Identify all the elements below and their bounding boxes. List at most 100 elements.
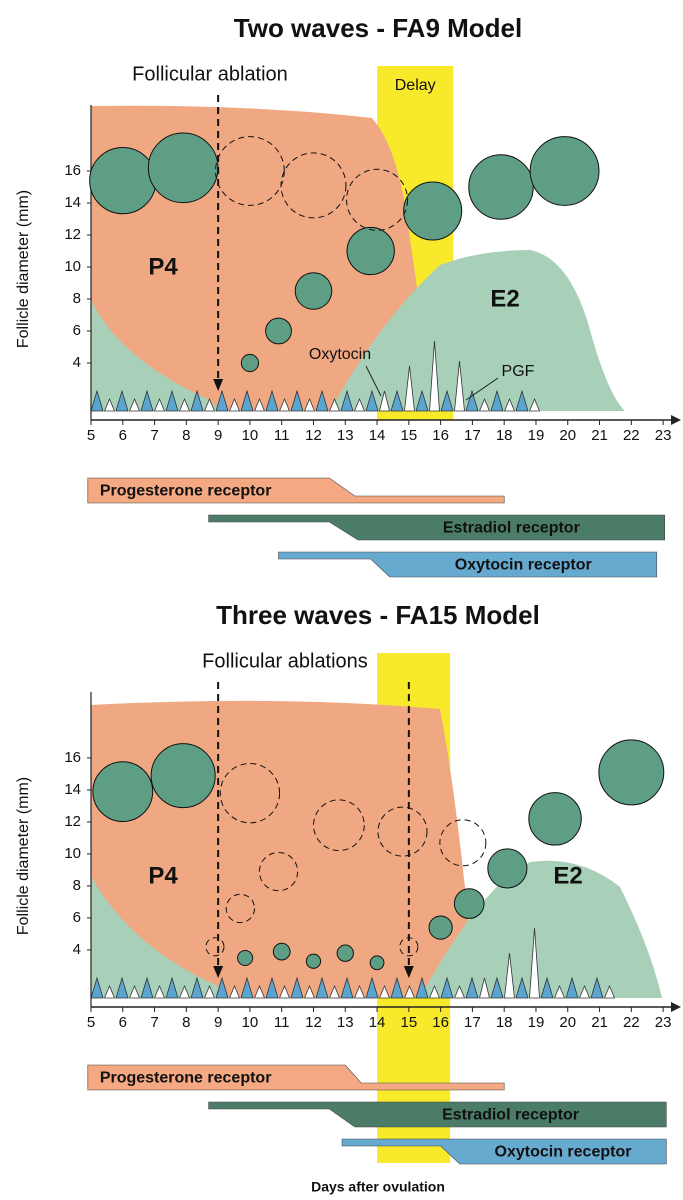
x-tick-label: 21 [591,427,608,444]
pgf-pulse [365,976,379,999]
pgf-pulse [515,976,529,999]
x-tick-label: 6 [119,427,127,444]
follicle [468,154,534,220]
pgf-pulse [365,389,379,412]
y-tick-label: 4 [73,354,81,371]
pgf-pulse [290,389,304,412]
follicle [403,181,463,241]
e2-area [420,860,662,998]
pgf-pulse [140,976,154,999]
x-tick-label: 23 [655,427,672,444]
oxytocin-pulse [178,397,191,412]
axis-arrow [671,1002,681,1012]
y-tick-label: 14 [64,194,81,211]
panel: Two waves - FA9 Model 5 6 7 8 9 10 11 12 13 14 15 16… [15,13,681,578]
receptor-label: Progesterone receptor [100,1070,272,1087]
follicle [265,317,292,345]
pgf-pulse [340,976,354,999]
oxytocin-pulse [353,984,366,999]
follicle [89,146,157,215]
oxytocin-pulse [103,984,116,999]
e2-area [91,876,225,998]
y-tick-label: 12 [64,226,81,243]
oxytocin-pulse [504,952,515,999]
follicle [346,226,395,276]
follicle [272,942,291,961]
receptor-bar [278,551,658,578]
oxytocin-pulse [429,340,440,412]
y-tick-label: 8 [73,877,81,894]
follicle [439,819,487,867]
x-tick-label: 5 [87,427,95,444]
annotation: Follicular ablations [202,650,368,672]
receptor-label: Estradiol receptor [442,1107,579,1124]
oxytocin-pulse [228,397,241,412]
oxytocin-pulse [203,397,216,412]
x-tick-label: 14 [369,1014,386,1031]
arrow-head [213,966,224,978]
oxytocin-pulse [253,984,266,999]
x-tick-label: 14 [369,427,386,444]
oxytocin-pulse [528,397,541,412]
pgf-pulse [590,976,604,999]
pgf-pulse [215,389,229,412]
oxytocin-pulse [153,397,166,412]
oxytocin-pulse [328,984,341,999]
x-tick-label: 22 [623,1014,640,1031]
oxytocin-pulse [128,397,141,412]
x-tick-label: 9 [214,1014,222,1031]
follicle [294,272,333,310]
receptor-label: Progesterone receptor [100,483,272,500]
x-tick-label: 12 [305,427,322,444]
pgf-pulse [415,389,429,412]
oxytocin-pulse [378,984,391,999]
receptor-bar [208,1101,667,1128]
receptor-bar [87,1064,505,1091]
follicle [428,915,453,940]
pgf-pulse [240,389,254,412]
pgf-pulse [465,976,479,999]
pgf-pulse [140,389,154,412]
pgf-pulse [215,976,229,999]
x-tick-label: 11 [274,427,290,444]
x-tick-label: 10 [242,1014,259,1031]
x-tick-label: 16 [432,1014,449,1031]
oxytocin-pulse [428,984,441,999]
oxytocin-pulse [403,984,416,999]
oxytocin-pulse [203,984,216,999]
pulse-label: Oxytocin [309,346,371,363]
x-tick-label: 17 [464,1014,481,1031]
oxytocin-pulse [529,927,540,999]
oxytocin-pulse [503,397,516,412]
x-tick-label: 18 [496,1014,513,1031]
oxytocin-pulse [453,984,466,999]
x-tick-label: 19 [528,427,545,444]
pgf-pulse [165,976,179,999]
pgf-pulse [465,389,479,412]
oxytocin-pulse [578,984,591,999]
follicle [336,944,354,962]
pgf-pulse [90,389,104,412]
pgf-pulse [90,976,104,999]
pgf-pulse [515,389,529,412]
hormone-label: P4 [148,253,178,280]
oxytocin-pulse [478,397,491,412]
x-tick-label: 7 [150,427,158,444]
oxytocin-pulse [128,984,141,999]
pgf-pulse [565,976,579,999]
x-tick-label: 18 [496,427,513,444]
pgf-pulse [390,389,404,412]
pulse-pointer [365,365,382,397]
pgf-pulse [115,976,129,999]
oxytocin-pulse [278,397,291,412]
y-tick-label: 8 [73,290,81,307]
pgf-pulse [415,976,429,999]
pgf-pulse [490,389,504,412]
follicle [280,152,347,219]
delay-label: Delay [395,77,436,94]
arrow-head [403,966,414,978]
panel-title: Two waves - FA9 Model [234,13,522,43]
x-tick-label: 12 [305,1014,322,1031]
oxytocin-pulse [228,984,241,999]
